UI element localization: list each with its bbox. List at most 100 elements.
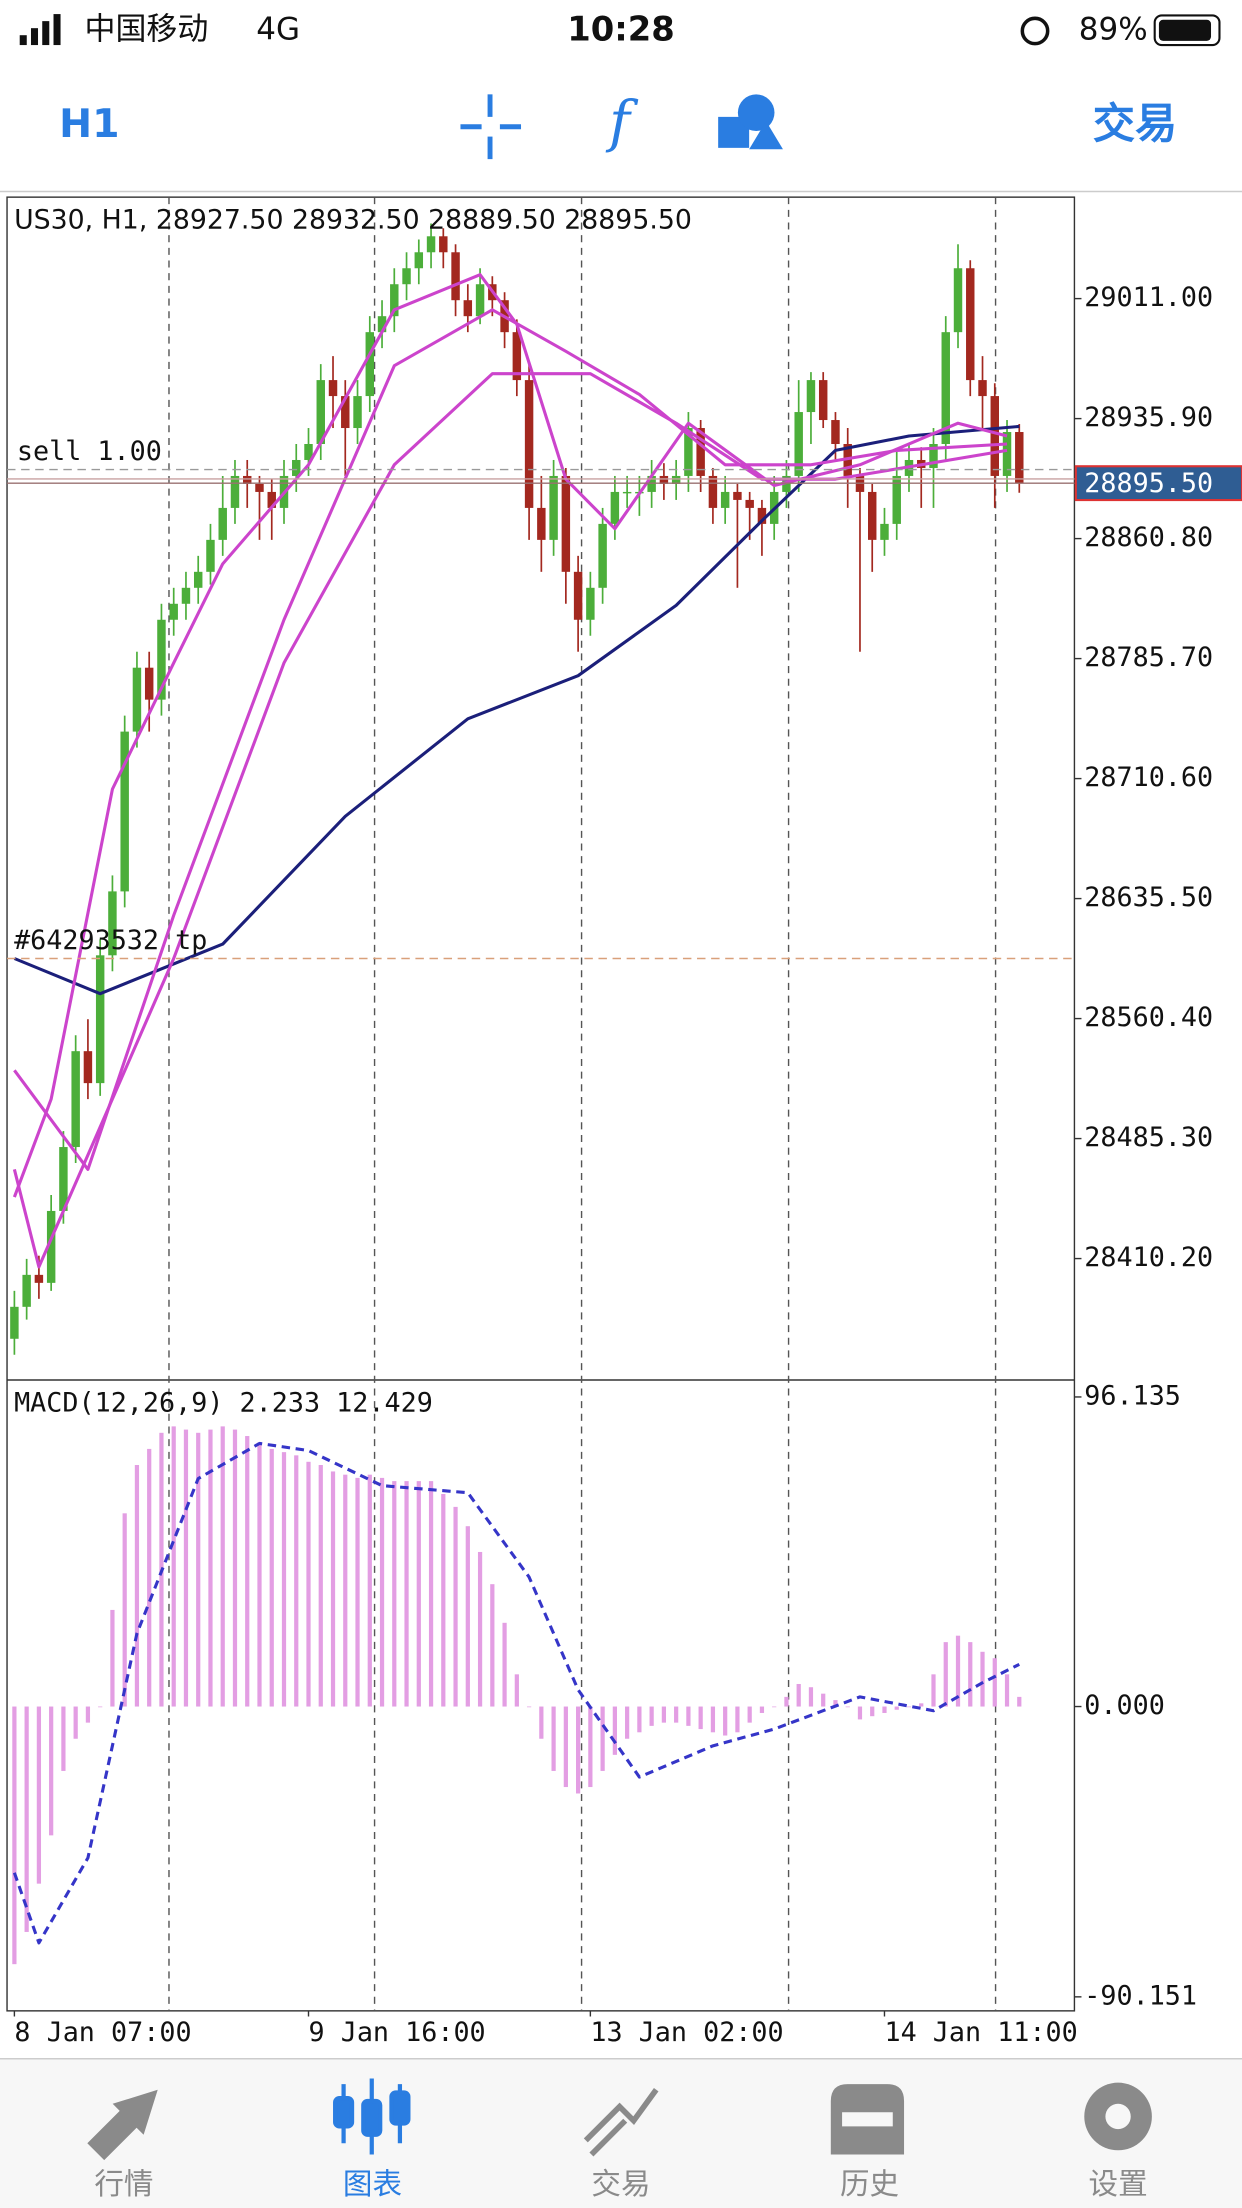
histogram-bar [649, 1706, 654, 1726]
histogram-bar [36, 1706, 42, 1884]
histogram-bar [857, 1706, 863, 1720]
carrier: 中国移动 [84, 11, 208, 47]
histogram-bar [514, 1674, 519, 1707]
candle-body [684, 428, 693, 476]
indicator-line [12, 273, 1008, 1198]
period-separators [168, 197, 997, 2011]
chart-frame [6, 196, 1076, 2012]
candle-body [402, 268, 411, 285]
tab-label[interactable]: 历史 [840, 2167, 899, 2201]
tab-bar-background [0, 2058, 1242, 2208]
indicator-line [13, 308, 1008, 1171]
tab-label[interactable]: 交易 [591, 2167, 650, 2201]
tab-label[interactable]: 行情 [94, 2167, 153, 2201]
candle-body [108, 891, 117, 956]
candle-body [733, 491, 742, 500]
x-tick-label: 9 Jan 16:00 [309, 2017, 486, 2048]
battery-icon [1153, 14, 1221, 47]
trade-button[interactable]: 交易 [1093, 99, 1177, 148]
candle-body [22, 1274, 31, 1307]
candle-body [868, 491, 877, 540]
histogram-bar [355, 1477, 360, 1707]
candle-body [647, 475, 656, 492]
histogram-bar [588, 1706, 593, 1788]
histogram-bar [575, 1706, 581, 1794]
objects-button[interactable] [718, 94, 783, 150]
candle-body [157, 619, 166, 700]
last-price-label: 28895.50 [1084, 468, 1213, 499]
candle-body [549, 475, 558, 540]
candle-body [304, 444, 313, 460]
histogram-bar [821, 1693, 826, 1707]
candle-body [390, 284, 399, 317]
tab-icon [830, 2084, 905, 2155]
histogram-bar [870, 1706, 875, 1717]
histogram-bar [171, 1426, 176, 1707]
tab-label[interactable]: 设置 [1089, 2167, 1148, 2201]
histogram-bar [759, 1706, 765, 1713]
crosshair-button[interactable] [460, 94, 522, 160]
histogram-bar [784, 1696, 789, 1707]
histogram-bar [24, 1706, 29, 1932]
histogram-bar [453, 1506, 458, 1707]
candle-body [206, 539, 215, 572]
candle-body [341, 396, 350, 429]
candle-body [475, 284, 485, 317]
candle-body [353, 396, 362, 429]
candle-body [377, 316, 387, 333]
histogram-bar [563, 1706, 568, 1788]
histogram-bar [882, 1706, 887, 1713]
candle-body [328, 380, 338, 397]
histogram-bar [980, 1651, 985, 1707]
candle-body [59, 1147, 68, 1211]
candle-body [671, 475, 681, 484]
histogram-bar [772, 1706, 777, 1708]
candle-body [573, 571, 583, 620]
histogram-bar [404, 1481, 409, 1707]
candle-body [144, 667, 154, 700]
candle-body [929, 444, 938, 468]
battery-level: 89% [1079, 11, 1148, 47]
candle-body [537, 507, 546, 540]
candle-body [598, 523, 607, 588]
histogram-bar [428, 1481, 434, 1707]
histogram-bar [465, 1526, 470, 1707]
network: 4G [256, 11, 300, 47]
histogram-bar [73, 1706, 78, 1739]
histogram-bar [98, 1706, 103, 1708]
histogram-bar [318, 1465, 323, 1707]
candle-body [794, 412, 803, 476]
tab-icon [1084, 2082, 1152, 2151]
tab-icon [583, 2088, 659, 2157]
candle-body [1015, 432, 1024, 484]
histogram-bar [894, 1706, 899, 1710]
candle-body [46, 1210, 56, 1283]
candle-body [426, 236, 436, 253]
x-tick-label: 14 Jan 11:00 [884, 2017, 1077, 2048]
histogram-bar [306, 1461, 311, 1707]
last-price-box [1074, 465, 1242, 502]
candle-body [316, 380, 325, 445]
histogram-bar [674, 1706, 679, 1723]
candle-body [892, 475, 901, 524]
histogram-bar [943, 1642, 948, 1707]
candle-body [696, 428, 705, 476]
signal-bar [53, 14, 61, 46]
histogram-bar [134, 1465, 140, 1707]
y-tick-label: 28560.40 [1084, 1002, 1213, 1033]
period-button[interactable]: H1 [59, 101, 119, 147]
histogram-bar [12, 1706, 17, 1965]
histogram-bar [600, 1706, 605, 1771]
candle-body [953, 268, 963, 333]
y-tick-label: 28785.70 [1084, 642, 1213, 673]
indicator-line [13, 424, 1020, 996]
histogram-bar [61, 1706, 66, 1771]
histogram-bar [612, 1706, 617, 1755]
histogram-bar [845, 1706, 850, 1708]
status-bar: 中国移动 4G 10:28 89% [19, 9, 1221, 48]
tab-label[interactable]: 图表 [343, 2167, 402, 2201]
indicator-line [12, 1441, 1020, 1945]
candle-body [83, 1051, 93, 1084]
